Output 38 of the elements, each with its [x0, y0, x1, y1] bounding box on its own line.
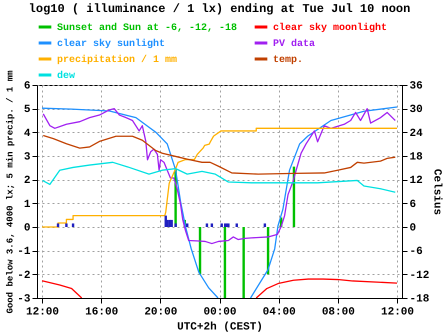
y2-tick-label: 0 [410, 222, 416, 234]
y2-tick-label: -12 [410, 270, 430, 282]
y-tick-label: -3 [17, 294, 31, 306]
legend-label: temp. [273, 55, 304, 66]
chart-title: log10 ( illuminance / 1 lx) ending at Tue Jul 10 noon [28, 2, 410, 16]
y-tick-label: 5 [24, 104, 31, 116]
y2-tick-label: 18 [410, 152, 424, 164]
y-tick-label: 1 [24, 198, 31, 211]
x-tick-label: 12:00 [26, 306, 60, 318]
y2-tick-label: 24 [410, 128, 424, 140]
y-tick-label: -1 [17, 246, 31, 258]
y2-axis-title: Celsius [430, 168, 442, 216]
x-tick-label: 20:00 [144, 306, 178, 318]
y-tick-label: 6 [24, 80, 30, 92]
legend-label: precipitation / 1 mm [57, 54, 178, 66]
y-tick-label: 3 [24, 152, 31, 164]
y-tick-label: 4 [24, 128, 31, 140]
y-axis-title: Good below 3.6, 4000 lx; 5 min precip. / 1 mm [5, 70, 16, 314]
y-tick-label: -2 [17, 270, 30, 282]
legend-label: PV data [273, 38, 316, 50]
x-tick-label: 12:00 [380, 306, 414, 318]
legend-label: clear sky moonlight [273, 22, 388, 34]
y2-tick-label: 36 [410, 80, 423, 92]
y-tick-label: 0 [24, 222, 30, 234]
x-tick-label: 04:00 [262, 306, 296, 318]
y2-tick-label: -18 [410, 294, 430, 306]
y2-tick-label: 6 [410, 198, 416, 211]
x-tick-label: 00:00 [203, 306, 237, 318]
text: dew [57, 70, 76, 82]
x-axis-title: UTC+2h (CEST) [177, 322, 263, 334]
y2-tick-label: 30 [410, 104, 423, 116]
x-tick-label: 08:00 [322, 306, 355, 318]
y2-tick-label: 12 [410, 175, 423, 188]
x-tick-label: 16:00 [85, 306, 118, 318]
legend-label: Sunset and Sun at -6, -12, -18 [57, 22, 238, 34]
y-tick-label: 2 [24, 175, 30, 188]
legend-label: clear sky sunlight [57, 38, 166, 50]
y2-tick-label: -6 [410, 246, 423, 258]
